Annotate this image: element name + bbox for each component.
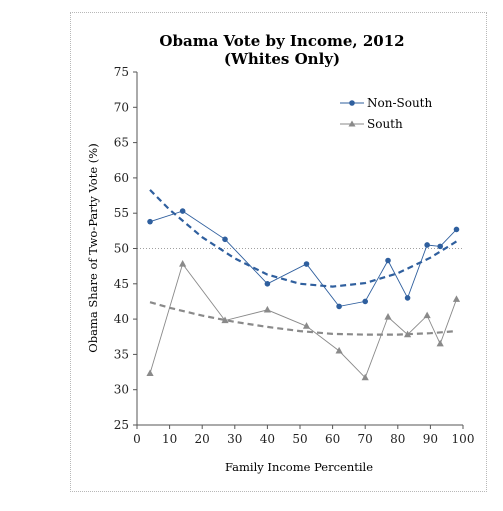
y-tick-label: 30 xyxy=(114,383,129,397)
x-tick-label: 90 xyxy=(423,432,438,446)
data-point-non-south xyxy=(404,295,411,301)
y-tick-label: 70 xyxy=(114,100,129,114)
data-point-south xyxy=(179,260,187,267)
trend-line-non-south xyxy=(149,189,458,288)
legend-marker-non-south xyxy=(349,100,355,106)
x-tick-label: 40 xyxy=(260,432,275,446)
chart-subtitle: (Whites Only) xyxy=(224,50,340,68)
y-tick-label: 35 xyxy=(114,347,129,361)
data-point-south xyxy=(423,311,431,319)
data-point-south xyxy=(384,312,392,320)
x-tick-label: 30 xyxy=(227,432,242,446)
series-line-non-south xyxy=(149,210,457,307)
y-tick-label: 60 xyxy=(114,171,129,185)
data-point-non-south xyxy=(179,208,186,214)
legend-label-non-south: Non-South xyxy=(367,96,433,110)
y-tick-label: 45 xyxy=(114,277,129,291)
legend-label-south: South xyxy=(367,117,403,131)
y-tick-label: 50 xyxy=(114,242,129,256)
data-point-south xyxy=(452,295,461,302)
data-point-non-south xyxy=(264,281,271,287)
data-point-south xyxy=(263,305,271,313)
chart-title: Obama Vote by Income, 2012 xyxy=(159,32,404,50)
legend-item-non-south: Non-South xyxy=(340,96,433,110)
y-tick-label: 75 xyxy=(114,65,129,79)
legend-item-south: South xyxy=(340,117,403,131)
x-tick-label: 100 xyxy=(452,432,475,446)
series-line-south xyxy=(149,263,457,379)
x-tick-label: 0 xyxy=(133,432,141,446)
data-point-south xyxy=(361,373,369,381)
y-tick-label: 55 xyxy=(114,206,129,220)
x-tick-label: 50 xyxy=(292,432,307,446)
x-axis-label: Family Income Percentile xyxy=(225,460,373,474)
x-tick-label: 60 xyxy=(325,432,340,446)
data-point-non-south xyxy=(385,257,391,264)
legend: Non-South South xyxy=(340,96,433,131)
data-point-non-south xyxy=(222,236,228,243)
data-point-non-south xyxy=(437,243,443,250)
data-point-non-south xyxy=(336,303,342,310)
plot-area: 25 30 35 40 45 50 55 60 65 70 75 0 10 20 30 40 50 60 70 80 9… xyxy=(114,65,475,446)
y-tick-label: 40 xyxy=(114,312,129,326)
y-axis-label: Obama Share of Two-Party Vote (%) xyxy=(86,143,100,352)
data-point-south xyxy=(146,369,154,377)
x-tick-label: 70 xyxy=(358,432,373,446)
data-point-south xyxy=(302,322,311,329)
chart-frame xyxy=(70,12,487,492)
data-point-south xyxy=(403,330,412,338)
data-point-non-south xyxy=(147,218,153,225)
x-tick-label: 80 xyxy=(390,432,405,446)
data-point-non-south xyxy=(362,298,369,305)
data-point-south xyxy=(436,339,444,347)
data-point-non-south xyxy=(303,261,310,267)
y-tick-label: 65 xyxy=(114,136,129,150)
data-point-non-south xyxy=(424,242,430,248)
data-point-non-south xyxy=(453,226,460,233)
x-tick-label: 20 xyxy=(195,432,210,446)
data-point-south xyxy=(221,316,229,324)
y-tick-label: 25 xyxy=(114,418,129,432)
x-tick-label: 10 xyxy=(162,432,177,446)
data-point-south xyxy=(335,346,343,354)
legend-marker-south xyxy=(348,120,356,127)
trend-line-south xyxy=(149,301,457,336)
